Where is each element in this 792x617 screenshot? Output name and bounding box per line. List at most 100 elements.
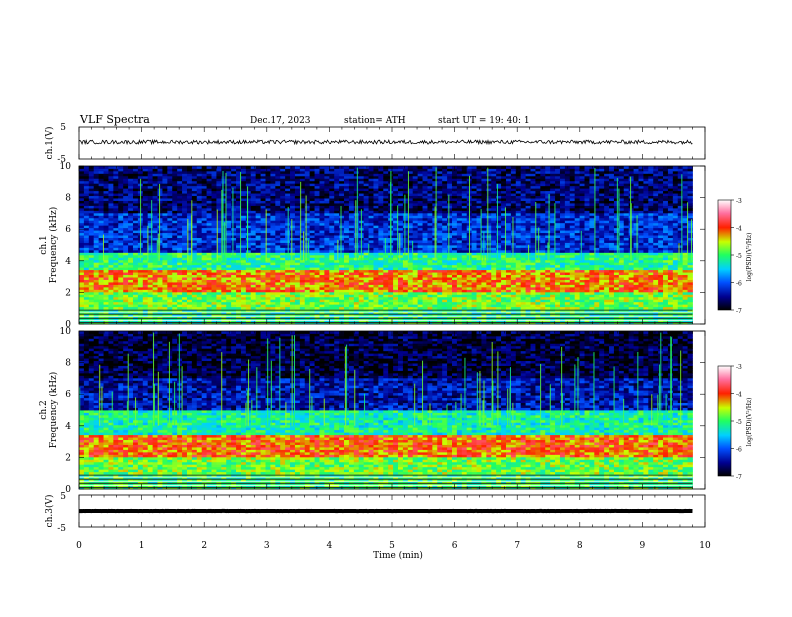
spectrogram-cell: [241, 292, 246, 295]
spectrogram-cell: [275, 201, 280, 204]
spectrogram-cell: [349, 297, 354, 300]
spectrogram-cell: [231, 168, 236, 171]
spectrogram-cell: [216, 299, 221, 302]
spectrogram-cell: [108, 201, 113, 204]
spectrogram-cell: [172, 297, 177, 300]
spectrogram-cell: [413, 188, 418, 191]
spectrogram-cell: [177, 171, 182, 174]
spectrogram-cell: [148, 282, 153, 285]
spectrogram-cell: [192, 280, 197, 283]
spectrogram-cell: [339, 275, 344, 278]
spectrogram-cell: [226, 260, 231, 263]
spectrogram-cell: [324, 285, 329, 288]
spectrogram-cell: [364, 220, 369, 223]
spectrogram-cell: [113, 287, 118, 290]
spectrogram-cell: [398, 233, 403, 236]
spectrogram-cell: [373, 243, 378, 246]
spectrogram-cell: [344, 203, 349, 206]
spectrogram-cell: [104, 289, 109, 292]
spectrogram-cell: [315, 230, 320, 233]
spectrogram-cell: [437, 228, 442, 231]
spectrogram-cell: [148, 176, 153, 179]
spectrogram-cell: [143, 206, 148, 209]
spectrogram-cell: [133, 309, 138, 312]
spectrogram-cell: [251, 186, 256, 189]
spectrogram-cell: [143, 285, 148, 288]
spectrogram-cell: [280, 196, 285, 199]
spectrogram-cell: [231, 307, 236, 310]
spectrogram-cell: [280, 307, 285, 310]
spectrogram-cell: [177, 287, 182, 290]
spectrogram-cell: [212, 260, 217, 263]
spectrogram-cell: [378, 307, 383, 310]
spectrogram-cell: [319, 201, 324, 204]
spectrogram-cell: [339, 215, 344, 218]
spectrogram-cell: [300, 173, 305, 176]
spectrogram-cell: [369, 196, 374, 199]
spectrogram-cell: [275, 206, 280, 209]
spectrogram-cell: [423, 171, 428, 174]
spectrogram-cell: [84, 208, 89, 211]
spectrogram-cell: [344, 173, 349, 176]
spectrogram-cell: [349, 166, 354, 169]
spectrogram-cell: [84, 299, 89, 302]
spectrogram-cell: [241, 309, 246, 312]
spectrogram-cell: [388, 287, 393, 290]
spectrogram-cell: [216, 294, 221, 297]
spectrogram-cell: [226, 299, 231, 302]
spectrogram-cell: [315, 302, 320, 305]
spectrogram-cell: [113, 245, 118, 248]
spectrogram-cell: [197, 168, 202, 171]
spectrogram-cell: [427, 166, 432, 169]
spectrogram-cell: [442, 201, 447, 204]
spectrogram-cell: [153, 233, 158, 236]
spectrogram-cell: [187, 178, 192, 181]
spectrogram-cell: [413, 250, 418, 253]
spectrogram-cell: [99, 181, 104, 184]
spectrogram-cell: [378, 183, 383, 186]
spectrogram-cell: [128, 235, 133, 238]
spectrogram-cell: [79, 218, 84, 221]
spectrogram-cell: [84, 210, 89, 213]
spectrogram-cell: [344, 282, 349, 285]
spectrogram-cell: [418, 307, 423, 310]
spectrogram-cell: [241, 208, 246, 211]
spectrogram-cell: [295, 280, 300, 283]
spectrogram-cell: [221, 299, 226, 302]
spectrogram-cell: [197, 287, 202, 290]
spectrogram-cell: [383, 280, 388, 283]
spectrogram-cell: [364, 225, 369, 228]
spectrogram-cell: [261, 230, 266, 233]
spectrogram-cell: [226, 233, 231, 236]
spectrogram-cell: [266, 270, 271, 273]
spectrogram-cell: [128, 176, 133, 179]
spectrogram-cell: [123, 299, 128, 302]
spectrogram-cell: [118, 252, 123, 255]
spectrogram-cell: [197, 220, 202, 223]
spectrogram-cell: [89, 260, 94, 263]
spectrogram-cell: [290, 243, 295, 246]
spectrogram-cell: [104, 245, 109, 248]
spectrogram-cell: [172, 168, 177, 171]
spectrogram-cell: [261, 270, 266, 273]
spectrogram-cell: [447, 257, 452, 260]
spectrogram-cell: [104, 275, 109, 278]
spectrogram-cell: [315, 208, 320, 211]
spectrogram-cell: [79, 191, 84, 194]
spectrogram-cell: [108, 178, 113, 181]
spectrogram-cell: [123, 223, 128, 226]
spectrogram-cell: [413, 252, 418, 255]
spectrogram-cell: [162, 208, 167, 211]
spectrogram-cell: [285, 262, 290, 265]
spectrogram-cell: [84, 282, 89, 285]
spectrogram-cell: [369, 168, 374, 171]
spectrogram-cell: [89, 210, 94, 213]
spectrogram-cell: [418, 178, 423, 181]
spectrogram-cell: [383, 267, 388, 270]
spectrogram-cell: [246, 299, 251, 302]
spectrogram-cell: [305, 186, 310, 189]
spectrogram-cell: [172, 238, 177, 241]
spectrogram-cell: [133, 206, 138, 209]
spectrogram-cell: [108, 250, 113, 253]
spectrogram-cell: [315, 277, 320, 280]
